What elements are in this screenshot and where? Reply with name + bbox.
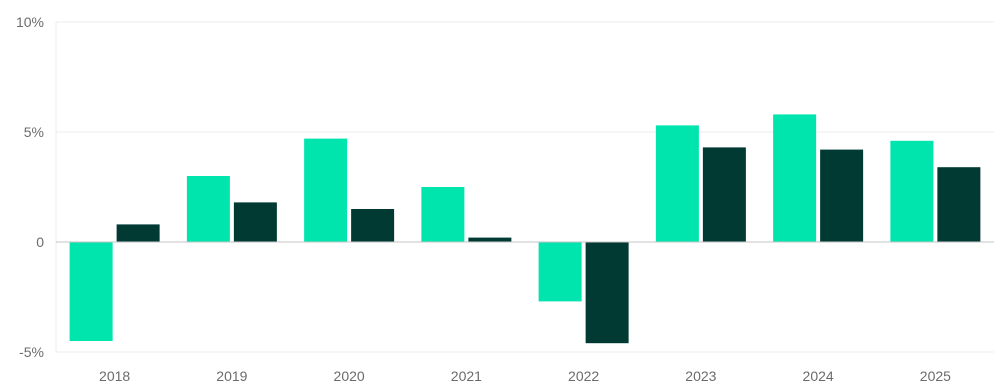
x-tick-label: 2021 <box>451 368 482 383</box>
x-tick-label: 2025 <box>920 368 951 383</box>
bar <box>585 242 629 344</box>
bar <box>304 138 348 242</box>
bars <box>69 114 981 344</box>
y-axis-ticks: 10% 5% 0 -5% <box>16 14 44 360</box>
bar <box>890 140 934 242</box>
y-tick-label: 5% <box>24 124 44 140</box>
bar <box>186 176 230 242</box>
x-tick-label: 2023 <box>685 368 716 383</box>
x-tick-label: 2019 <box>216 368 247 383</box>
bar <box>69 242 113 341</box>
bar <box>351 209 395 242</box>
bar <box>233 202 277 242</box>
x-tick-label: 2018 <box>99 368 130 383</box>
bar <box>538 242 582 302</box>
x-axis-ticks: 2018 2019 2020 2021 2022 2023 2024 2025 <box>99 368 951 383</box>
x-tick-label: 2022 <box>568 368 599 383</box>
x-tick-label: 2024 <box>803 368 834 383</box>
y-tick-label: 0 <box>36 234 44 250</box>
bar <box>937 167 981 242</box>
x-tick-label: 2020 <box>334 368 365 383</box>
bar <box>468 237 512 242</box>
bar <box>702 147 746 242</box>
bar <box>116 224 160 242</box>
grid-lines <box>55 21 994 353</box>
y-tick-label: 10% <box>16 14 44 30</box>
bar <box>773 114 817 242</box>
bar <box>820 149 864 242</box>
y-tick-label: -5% <box>19 344 44 360</box>
bar <box>655 125 699 242</box>
bar <box>421 187 465 242</box>
